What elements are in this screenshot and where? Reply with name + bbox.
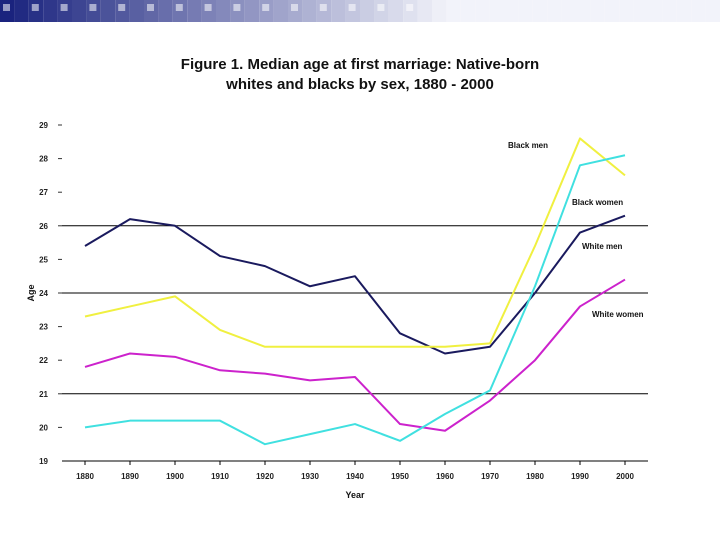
stripe-block [100, 0, 116, 22]
stripe-square [175, 4, 183, 11]
x-tick-label: 1950 [391, 472, 409, 481]
x-tick-label: 1940 [346, 472, 364, 481]
stripe-block [72, 0, 87, 22]
stripe-block [489, 0, 504, 22]
stripe-block [14, 0, 29, 22]
y-tick-label: 20 [39, 423, 48, 432]
x-tick-label: 2000 [616, 472, 634, 481]
stripe-block [244, 0, 260, 22]
x-axis-ticks: 1880 1890 1900 1910 1920 1930 1940 1950 1960 1970… [76, 461, 634, 481]
stripe-block [518, 0, 533, 22]
stripe-block [187, 0, 202, 22]
stripe-block [691, 0, 706, 22]
y-tick-label: 29 [39, 121, 48, 130]
x-tick-label: 1930 [301, 472, 319, 481]
y-tick-label: 23 [39, 323, 48, 332]
y-tick-label: 27 [39, 188, 48, 197]
chart-title: Figure 1. Median age at first marriage: … [110, 55, 610, 95]
stripe-block [43, 0, 58, 22]
label-white-men: White men [582, 242, 623, 251]
stripe-block [547, 0, 562, 22]
stripe-block [561, 0, 576, 22]
stripe-square [262, 4, 270, 11]
stripe-square [406, 4, 414, 11]
stripe-block [705, 0, 720, 22]
x-tick-label: 1890 [121, 472, 139, 481]
x-tick-label: 1970 [481, 472, 499, 481]
stripe-block [129, 0, 144, 22]
stripe-square [233, 4, 241, 11]
stripe-block [504, 0, 519, 22]
y-tick-label: 26 [39, 222, 48, 231]
label-white-women: White women [592, 310, 644, 319]
stripe-block [417, 0, 432, 22]
stripe-square [3, 4, 10, 11]
stripe-block [532, 0, 548, 22]
stripe-square [89, 4, 97, 11]
y-tick-label: 22 [39, 356, 48, 365]
stripe-square [31, 4, 39, 11]
x-tick-label: 1980 [526, 472, 544, 481]
label-black-men: Black men [508, 141, 548, 150]
stripe-square [118, 4, 126, 11]
chart-title-line-2: whites and blacks by sex, 1880 - 2000 [226, 76, 494, 93]
series-line-white-men [84, 214, 626, 355]
stripe-block [388, 0, 404, 22]
stripe-block [633, 0, 648, 22]
stripe-square [348, 4, 356, 11]
x-tick-label: 1990 [571, 472, 589, 481]
y-tick-label: 28 [39, 155, 48, 164]
stripe-square [204, 4, 212, 11]
stripe-block [604, 0, 620, 22]
stripe-square [291, 4, 298, 11]
y-axis-ticks: 19 20 21 22 23 24 25 26 27 28 29 [39, 121, 62, 466]
y-axis-label: Age [26, 284, 36, 301]
x-tick-label: 1910 [211, 472, 229, 481]
y-tick-label: 25 [39, 255, 48, 264]
stripe-block [619, 0, 634, 22]
stripe-square [377, 4, 385, 11]
series-line-black-women [84, 154, 626, 446]
stripe-block [331, 0, 346, 22]
y-tick-label: 19 [39, 457, 48, 466]
series-lines [84, 137, 626, 446]
stripe-block [302, 0, 317, 22]
label-black-women: Black women [572, 198, 623, 207]
series-line-white-women [84, 278, 626, 432]
stripe-block [648, 0, 663, 22]
x-tick-label: 1880 [76, 472, 94, 481]
stripe-block [676, 0, 692, 22]
x-tick-label: 1920 [256, 472, 274, 481]
series-line-black-men [84, 137, 626, 348]
stripe-square [319, 4, 327, 11]
stripe-block [590, 0, 605, 22]
stripe-block [460, 0, 476, 22]
chart-title-line-1: Figure 1. Median age at first marriage: … [180, 56, 540, 73]
slide-header-stripe [0, 0, 720, 22]
x-tick-label: 1960 [436, 472, 454, 481]
stripe-block [158, 0, 173, 22]
stripe-block [216, 0, 231, 22]
stripe-block [360, 0, 375, 22]
stripe-block [432, 0, 447, 22]
stripe-block [576, 0, 591, 22]
stripe-block [662, 0, 677, 22]
y-tick-label: 24 [39, 289, 48, 298]
stripe-square [60, 4, 68, 11]
stripe-block [475, 0, 490, 22]
x-axis-label: Year [345, 490, 365, 500]
y-tick-label: 21 [39, 390, 48, 399]
gridlines [62, 225, 648, 462]
stripe-block [273, 0, 288, 22]
x-tick-label: 1900 [166, 472, 184, 481]
stripe-square [147, 4, 154, 11]
stripe-block [446, 0, 461, 22]
